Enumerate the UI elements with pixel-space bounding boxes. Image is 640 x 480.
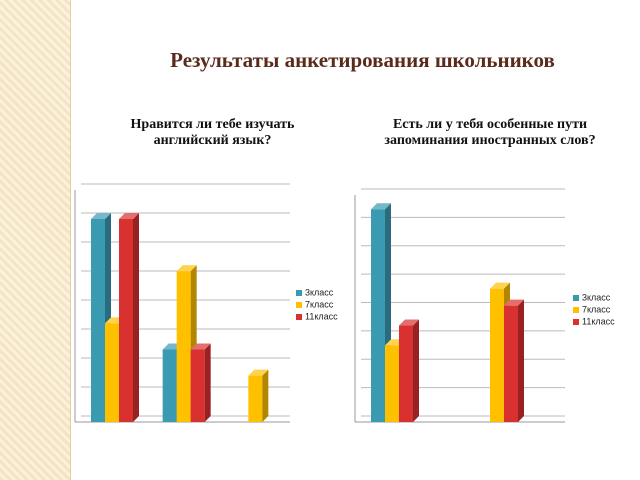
legend-label: 3класс — [582, 292, 611, 302]
slide-title: Результаты анкетирования школьников — [170, 48, 555, 72]
bar-face — [204, 343, 211, 422]
bar-face — [119, 213, 139, 219]
bar-face — [190, 349, 205, 422]
bar-face — [105, 323, 119, 422]
bar-face — [385, 345, 399, 422]
bar-face — [490, 282, 510, 289]
decorative-strip — [0, 0, 71, 480]
bar — [248, 369, 269, 422]
bar-face — [399, 325, 413, 422]
legend-label: 11класс — [582, 316, 615, 326]
bar-face — [91, 219, 105, 422]
chart-title: Есть ли у тебя особенные пути запоминани… — [384, 117, 596, 148]
bar-face — [133, 213, 139, 422]
legend-swatch — [296, 314, 302, 320]
legend-swatch — [573, 319, 579, 325]
bar-face — [504, 299, 524, 306]
bar-face — [504, 305, 518, 422]
bar — [504, 299, 524, 422]
bar-face — [176, 271, 191, 422]
bar-face — [371, 209, 385, 422]
bar-face — [119, 219, 133, 422]
legend-swatch — [296, 290, 302, 296]
legend-label: 7класс — [305, 299, 334, 309]
bar — [190, 343, 211, 422]
bar — [399, 319, 419, 422]
bar-face — [176, 265, 197, 272]
bar-face — [91, 213, 111, 219]
bar-face — [413, 319, 419, 422]
legend-swatch — [573, 307, 579, 313]
legend-swatch — [573, 295, 579, 301]
bar-face — [490, 288, 504, 422]
bar — [119, 213, 139, 422]
chart-title: Нравится ли тебе изучать английский язык… — [130, 117, 295, 148]
legend-label: 3класс — [305, 287, 334, 297]
bar-face — [399, 319, 419, 326]
bar-face — [518, 299, 524, 422]
bar-face — [248, 369, 269, 376]
bar-face — [190, 343, 211, 350]
bar-face — [262, 369, 269, 422]
legend-label: 7класс — [582, 304, 611, 314]
bar-face — [162, 349, 177, 422]
legend-swatch — [296, 302, 302, 308]
bar-face — [371, 203, 391, 210]
bar-face — [248, 375, 263, 422]
legend-label: 11класс — [305, 311, 338, 321]
